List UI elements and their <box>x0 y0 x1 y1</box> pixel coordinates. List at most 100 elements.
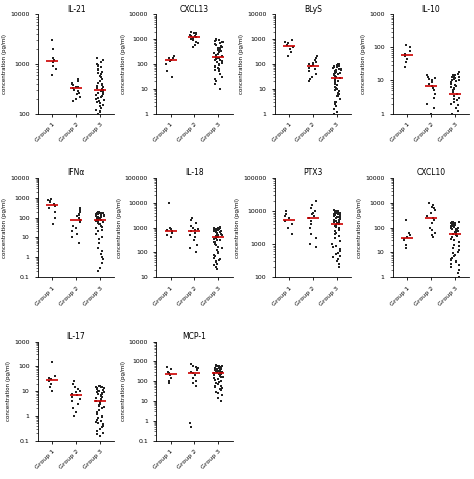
Point <box>165 199 173 206</box>
Point <box>189 379 196 387</box>
Point <box>212 53 220 61</box>
Point <box>336 95 344 103</box>
Point <box>447 256 455 263</box>
Point <box>97 111 104 118</box>
Point <box>217 230 225 238</box>
Point <box>210 251 218 259</box>
Point <box>450 75 458 83</box>
Point <box>98 418 105 425</box>
Point <box>214 394 221 401</box>
Point <box>406 229 413 237</box>
Point <box>212 51 219 59</box>
Point <box>95 236 102 243</box>
Point <box>187 361 194 368</box>
Point <box>330 217 337 224</box>
Point <box>336 213 343 221</box>
Point <box>429 201 437 209</box>
Point <box>332 68 339 76</box>
Point <box>428 82 436 90</box>
Point <box>335 260 343 268</box>
Point <box>455 70 462 78</box>
Point <box>455 101 462 109</box>
Point <box>333 98 340 105</box>
Point <box>450 121 457 129</box>
Point <box>309 209 317 217</box>
Point <box>450 72 458 80</box>
Point <box>92 419 100 426</box>
Point <box>332 67 339 74</box>
Point <box>330 210 338 217</box>
Point <box>219 373 227 381</box>
Point <box>400 237 407 244</box>
Point <box>447 219 455 227</box>
Point <box>96 109 104 116</box>
Point <box>332 221 340 229</box>
Point <box>167 56 175 63</box>
Point <box>215 64 222 72</box>
Point <box>97 250 105 258</box>
Point <box>95 97 103 105</box>
Point <box>76 395 84 402</box>
Point <box>47 380 55 388</box>
Point <box>210 369 218 377</box>
Point <box>450 223 457 231</box>
Point <box>449 134 456 142</box>
Point <box>337 66 344 73</box>
Point <box>216 57 223 64</box>
Point <box>97 264 104 272</box>
Point <box>100 422 107 430</box>
Point <box>425 199 432 206</box>
Point <box>401 50 409 57</box>
Point <box>168 229 176 237</box>
Point <box>96 103 104 110</box>
Point <box>97 216 105 224</box>
Point <box>456 247 463 254</box>
Point <box>73 83 80 91</box>
Point <box>452 251 459 259</box>
Point <box>97 212 105 219</box>
Point <box>332 68 340 75</box>
Point <box>96 399 104 406</box>
Point <box>211 75 219 83</box>
Point <box>455 68 462 76</box>
Point <box>212 379 220 387</box>
Point <box>74 75 82 83</box>
Point <box>93 427 101 434</box>
Point <box>447 255 455 262</box>
Point <box>210 235 218 243</box>
Point <box>212 52 220 60</box>
Point <box>452 228 460 235</box>
Point <box>70 97 77 105</box>
Point <box>92 91 100 99</box>
Point <box>334 207 342 215</box>
Point <box>191 226 199 234</box>
Point <box>213 225 220 233</box>
Point <box>308 73 316 81</box>
Point <box>72 383 79 390</box>
Point <box>212 41 219 48</box>
Point <box>334 92 342 100</box>
Point <box>75 89 82 97</box>
Point <box>333 229 340 237</box>
Point <box>336 211 344 219</box>
Point <box>68 80 76 88</box>
Point <box>449 87 456 94</box>
Point <box>428 203 436 210</box>
Point <box>94 213 102 221</box>
Point <box>49 220 56 228</box>
Point <box>49 55 56 62</box>
Point <box>164 68 171 75</box>
Point <box>99 393 106 400</box>
Point <box>451 221 458 228</box>
Point <box>165 369 173 377</box>
Point <box>214 46 222 54</box>
Point <box>190 36 197 44</box>
Point <box>430 216 438 224</box>
Point <box>454 227 462 234</box>
Point <box>333 219 340 227</box>
Point <box>332 242 339 250</box>
Point <box>216 61 223 68</box>
Point <box>216 48 223 56</box>
Point <box>92 397 100 405</box>
Point <box>331 100 339 107</box>
